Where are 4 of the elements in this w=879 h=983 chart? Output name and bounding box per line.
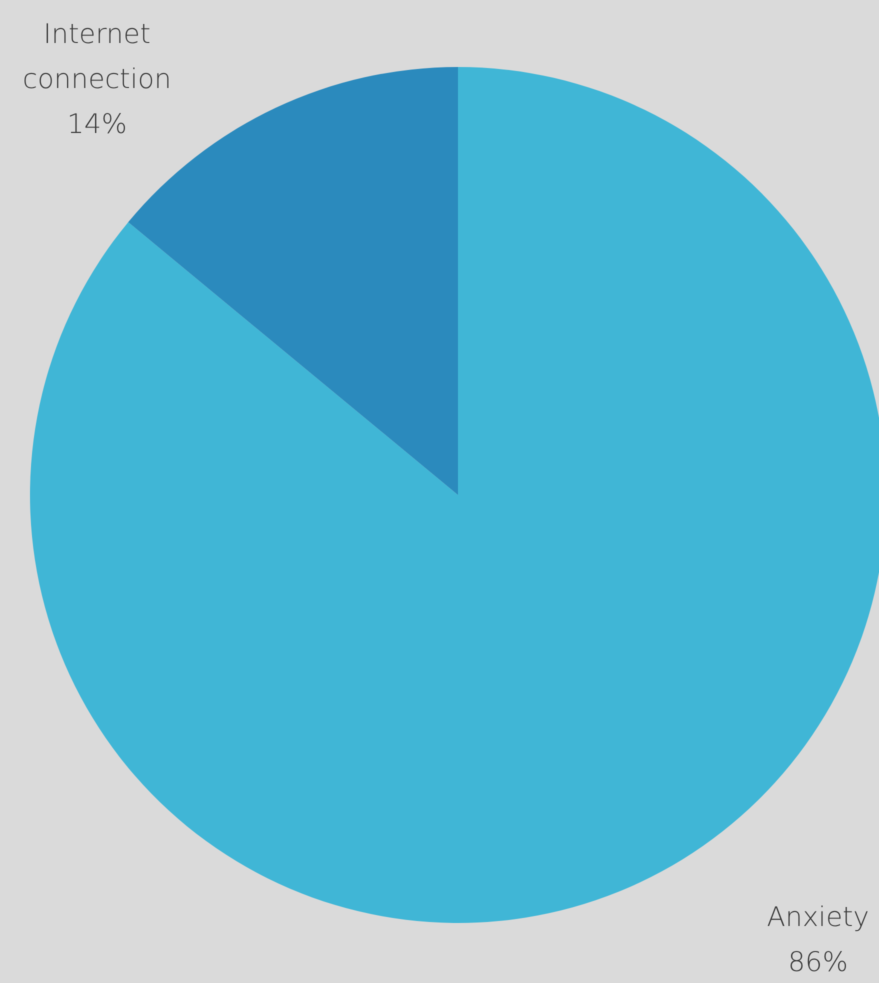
slice-label: Anxiety <box>766 902 870 933</box>
data-label: 86% <box>788 947 848 978</box>
data-label: 14% <box>66 109 128 140</box>
slice-label: Internet connection <box>22 19 172 95</box>
